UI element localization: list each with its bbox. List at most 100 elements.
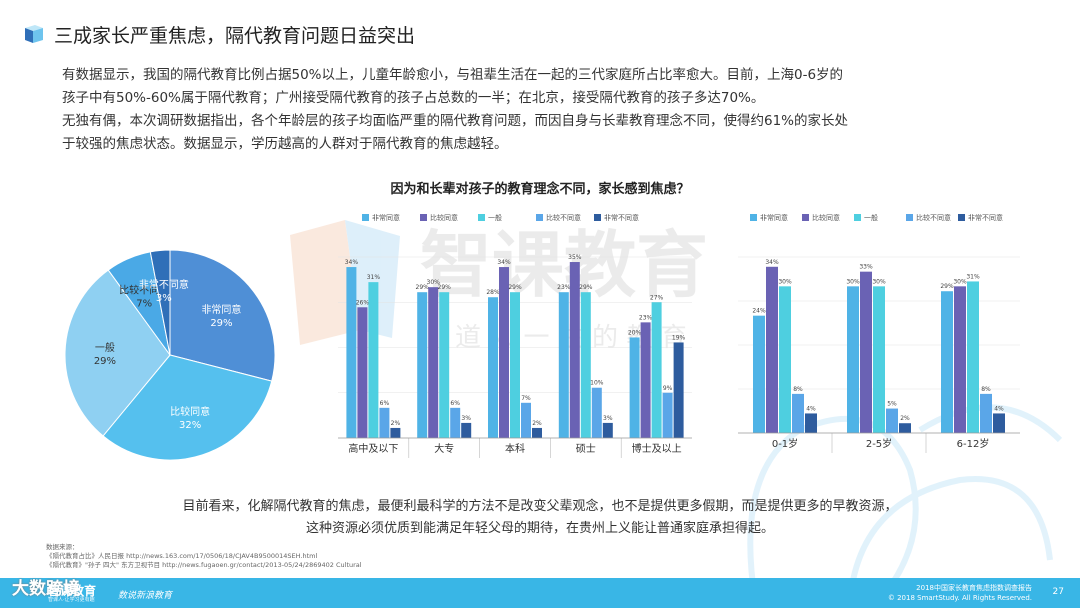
bar (510, 292, 520, 438)
bar (558, 292, 569, 438)
legend-label: 比较同意 (812, 213, 840, 222)
footer-tagline: 数说新浪教育 (118, 591, 173, 601)
corner-watermark-text: 大数跨境 (12, 579, 80, 599)
bar (357, 307, 368, 438)
bar-value-label: 7% (521, 395, 531, 402)
legend-swatch (362, 214, 369, 221)
conclusion-line: 这种资源必须优质到能满足年轻父母的期待，在贵州上义能让普通家庭承担得起。 (305, 521, 774, 536)
bar-value-label: 2% (900, 415, 910, 422)
intro-line: 孩子中有50%-60%属于隔代教育；广州接受隔代教育的孩子占总数的一半；在北京，… (62, 90, 765, 106)
bar (847, 286, 859, 433)
bar-value-label: 23% (639, 314, 653, 321)
bar-value-label: 30% (872, 278, 886, 285)
bar (954, 286, 966, 433)
bar-value-label: 29% (508, 284, 522, 291)
pie-slice-label: 非常不同意 (139, 278, 189, 291)
bar (417, 292, 428, 438)
bar-value-label: 24% (752, 308, 766, 315)
legend-swatch (958, 214, 965, 221)
bar-value-label: 30% (427, 279, 441, 286)
legend-label: 非常同意 (372, 213, 400, 222)
pie-slice (149, 249, 171, 356)
bar-value-label: 5% (887, 401, 897, 408)
legend-label: 非常不同意 (968, 213, 1003, 222)
bar-value-label: 34% (345, 259, 359, 266)
bar (792, 393, 804, 433)
x-tick-label: 硕士 (576, 442, 596, 455)
bar-value-label: 4% (994, 405, 1004, 412)
legend-swatch (478, 214, 485, 221)
bar (580, 292, 591, 438)
pie-slice (169, 249, 276, 382)
bar (390, 427, 401, 438)
bar-value-label: 34% (497, 259, 511, 266)
intro-line: 于较强的焦虑状态。数据显示，学历越高的人群对于隔代教育的焦虑越轻。 (62, 136, 508, 152)
bar-value-label: 4% (806, 405, 816, 412)
bar (346, 267, 357, 438)
bar-value-label: 26% (356, 299, 370, 306)
pie-slice (64, 269, 171, 437)
bar-value-label: 10% (590, 380, 604, 387)
bar (899, 423, 911, 433)
bar-value-label: 28% (486, 289, 500, 296)
bar (805, 413, 817, 433)
pie-slice-value: 29% (94, 356, 116, 367)
bar-value-label: 31% (367, 274, 381, 281)
bar (488, 297, 498, 438)
bar-value-label: 3% (603, 415, 613, 422)
pie-slice-value: 7% (136, 298, 152, 309)
bar-value-label: 33% (859, 264, 873, 271)
bar (499, 267, 509, 438)
conclusion-text: 目前看来，化解隔代教育的焦虑，最便利最科学的方法不是改变父辈观念，也不是提供更多… (120, 496, 960, 540)
bar (461, 422, 472, 438)
bar-value-label: 30% (778, 278, 792, 285)
bar (941, 291, 953, 433)
legend-swatch (906, 214, 913, 221)
bar (662, 392, 673, 438)
legend-swatch (854, 214, 861, 221)
bar (379, 407, 390, 438)
footer-bar (0, 578, 1080, 608)
bar-value-label: 30% (846, 278, 860, 285)
bar (860, 271, 872, 433)
pie-slice-label: 比较同意 (170, 405, 210, 418)
bar (651, 302, 662, 438)
bar-value-label: 34% (765, 259, 779, 266)
bar-value-label: 35% (568, 254, 582, 261)
bar (967, 281, 979, 433)
bar-value-label: 29% (579, 284, 593, 291)
pie-slice-value: 3% (156, 293, 172, 304)
footer-logo-sub: 智课人·让学习更有趣 (48, 597, 95, 603)
bar (439, 292, 450, 438)
pie-slice (102, 354, 273, 460)
page-number: 27 (1052, 587, 1064, 597)
bar-value-label: 8% (981, 386, 991, 393)
pie-slice-label: 非常同意 (201, 303, 241, 316)
education-bar-chart: 非常同意 比较同意 一般 比较不同意 非常不同意 34% 26% 31% 6% 2% 高中及以下 29… (338, 213, 692, 458)
x-tick-label: 6-12岁 (957, 437, 990, 450)
bar-value-label: 2% (532, 420, 542, 427)
bar (873, 286, 885, 433)
x-tick-label: 博士及以上 (632, 442, 682, 455)
legend-label: 比较不同意 (916, 213, 951, 222)
bar (450, 407, 461, 438)
sources: 数据来源： 《隔代教育占比》人民日报 http://news.163.com/1… (46, 543, 362, 570)
bar-value-label: 29% (416, 284, 430, 291)
legend-label: 比较不同意 (546, 213, 581, 222)
book-icon (25, 25, 43, 43)
legend-label: 一般 (488, 213, 502, 222)
page-title: 三成家长严重焦虑，隔代教育问题日益突出 (54, 24, 416, 47)
legend-swatch (802, 214, 809, 221)
bar-value-label: 6% (450, 400, 460, 407)
bar-value-label: 9% (663, 385, 673, 392)
bar-value-label: 20% (628, 329, 642, 336)
bar (428, 287, 439, 438)
bar-value-label: 30% (953, 278, 967, 285)
bar-value-label: 3% (461, 415, 471, 422)
intro-line: 有数据显示，我国的隔代教育比例占据50%以上，儿童年龄愈小，与祖辈生活在一起的三… (62, 67, 844, 83)
report-title: 2018中国家长教育焦虑指数调查报告 (916, 584, 1032, 592)
legend-label: 一般 (864, 213, 878, 222)
bar-value-label: 31% (966, 273, 980, 280)
conclusion-line: 目前看来，化解隔代教育的焦虑，最便利最科学的方法不是改变父辈观念，也不是提供更多… (182, 499, 898, 514)
